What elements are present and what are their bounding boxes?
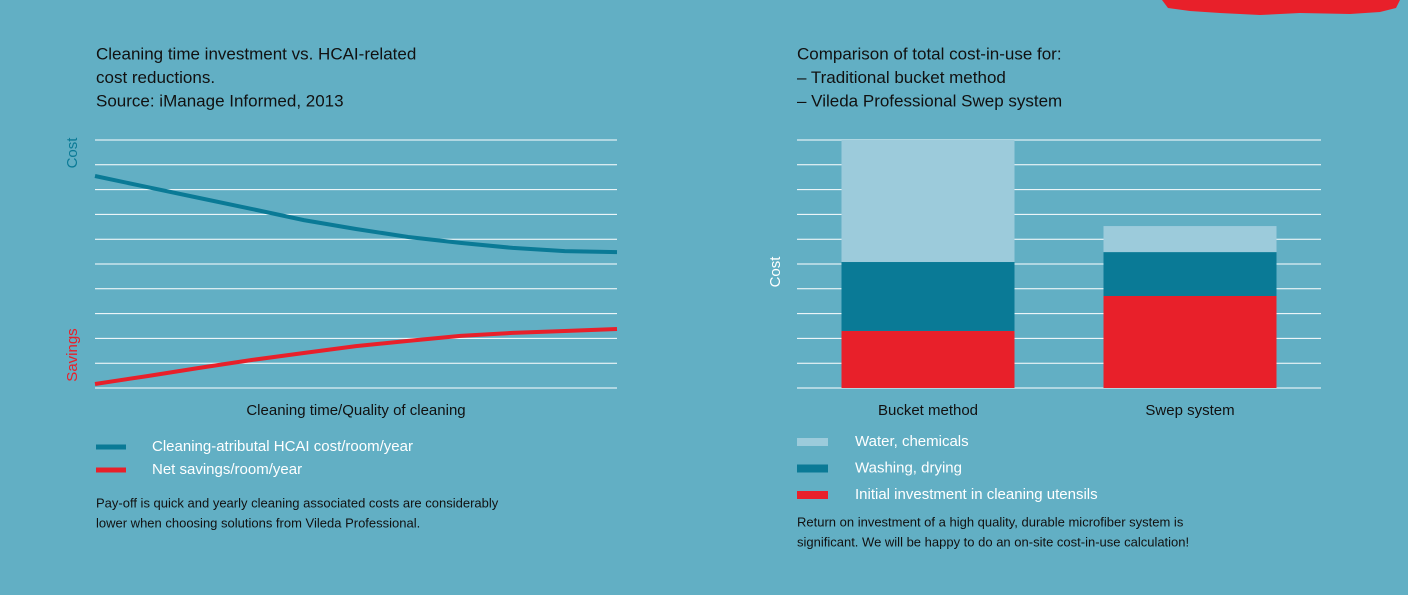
chart-title: Comparison of total cost-in-use for: <box>797 44 1062 63</box>
y-axis-label: Cost <box>767 256 784 288</box>
legend-swatch <box>797 491 828 499</box>
note: significant. We will be happy to do an o… <box>797 534 1189 549</box>
bar-segment <box>1104 226 1277 252</box>
x-axis-label: Cleaning time/Quality of cleaning <box>246 402 465 419</box>
chart-title: – Vileda Professional Swep system <box>797 91 1062 110</box>
bar-segment <box>1104 252 1277 296</box>
legend-label: Net savings/room/year <box>152 461 302 478</box>
legend-swatch <box>797 438 828 446</box>
note: lower when choosing solutions from Viled… <box>96 515 420 530</box>
chart-title: Source: iManage Informed, 2013 <box>96 91 344 110</box>
legend-label: Water, chemicals <box>855 433 969 450</box>
bar-segment <box>842 331 1015 388</box>
x-tick-label: Swep system <box>1145 402 1234 419</box>
note: Return on investment of a high quality, … <box>797 514 1184 529</box>
legend-swatch <box>797 465 828 473</box>
chart-title: – Traditional bucket method <box>797 68 1006 87</box>
chart-title: Cleaning time investment vs. HCAI-relate… <box>96 44 416 63</box>
legend-label: Washing, drying <box>855 459 962 476</box>
note: Pay-off is quick and yearly cleaning ass… <box>96 495 499 510</box>
x-tick-label: Bucket method <box>878 402 978 419</box>
y-axis-label: Savings <box>64 328 81 381</box>
bar-segment <box>842 140 1015 262</box>
y-axis-label: Cost <box>64 137 81 169</box>
bar-segment <box>842 262 1015 331</box>
legend-label: Cleaning-atributal HCAI cost/room/year <box>152 438 413 455</box>
infographic: Cleaning time investment vs. HCAI-relate… <box>0 0 1408 595</box>
bar-segment <box>1104 296 1277 388</box>
legend-label: Initial investment in cleaning utensils <box>855 486 1098 503</box>
chart-title: cost reductions. <box>96 68 215 87</box>
